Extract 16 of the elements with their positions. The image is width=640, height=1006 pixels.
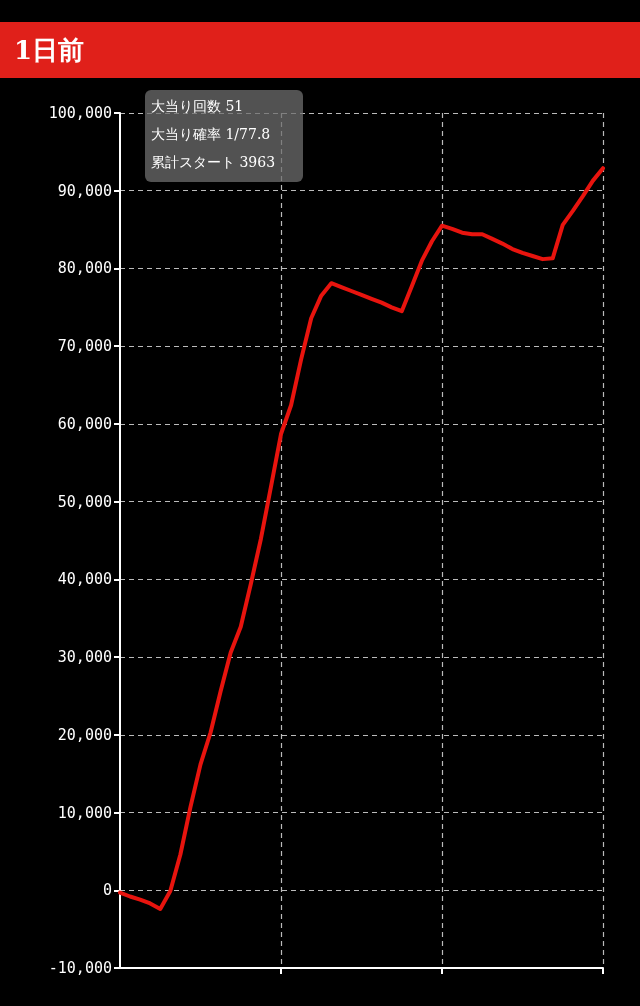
y-tick-label: 20,000 bbox=[57, 725, 112, 744]
y-tick-label: 10,000 bbox=[57, 803, 112, 822]
y-tick-label: 100,000 bbox=[48, 104, 112, 122]
y-tick-label: 70,000 bbox=[57, 337, 112, 356]
annotation: 大当り確率 1/77.8 bbox=[151, 126, 271, 142]
y-tick-label: 80,000 bbox=[57, 259, 112, 278]
y-tick-label: 50,000 bbox=[57, 492, 112, 511]
y-tick-label: -10,000 bbox=[48, 959, 112, 977]
y-tick-label: 40,000 bbox=[57, 570, 112, 589]
chart-title: 1日前 bbox=[14, 35, 85, 65]
y-tick-label: 30,000 bbox=[57, 648, 112, 667]
y-tick-label: 0 bbox=[102, 881, 112, 900]
y-tick-label: 60,000 bbox=[57, 414, 112, 433]
y-tick-label: 90,000 bbox=[57, 181, 112, 200]
annotation: 累計スタート 3963 bbox=[151, 154, 276, 170]
annotation: 大当り回数 51 bbox=[151, 98, 244, 114]
